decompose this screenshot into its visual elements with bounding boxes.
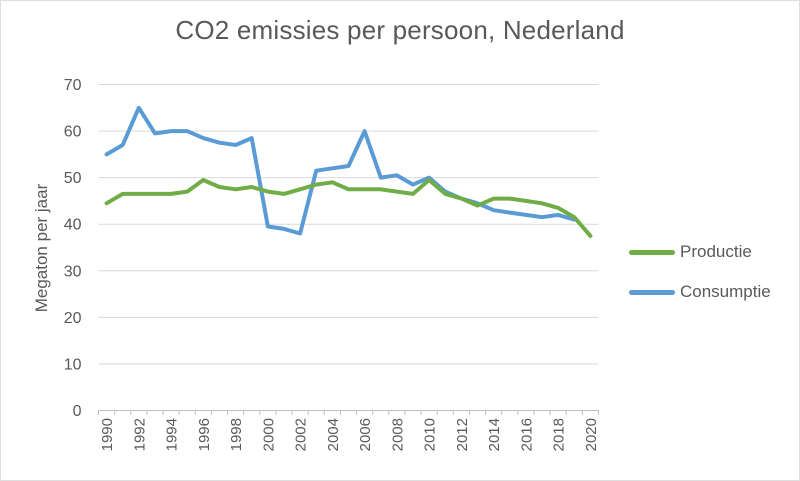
- legend: Productie Consumptie: [629, 242, 771, 322]
- y-tick-label-0: 0: [73, 403, 82, 420]
- y-tick-label-20: 20: [64, 310, 82, 327]
- x-tick-label-2006: 2006: [357, 418, 374, 451]
- x-tick-label-2002: 2002: [293, 418, 310, 451]
- x-tick-label-2004: 2004: [325, 418, 342, 451]
- x-tick-label-2010: 2010: [422, 418, 439, 451]
- legend-item-consumptie: Consumptie: [629, 282, 771, 302]
- productie-line-swatch: [629, 249, 675, 255]
- x-tick-label-2000: 2000: [260, 418, 277, 451]
- x-tick-label-2008: 2008: [389, 418, 406, 451]
- chart-title: CO2 emissies per persoon, Nederland: [175, 15, 625, 45]
- x-tick-label-1998: 1998: [228, 418, 245, 451]
- productie-line: [104, 178, 593, 238]
- consumptie-line-swatch: [629, 289, 675, 295]
- consumptie-line: [104, 105, 577, 236]
- legend-label-productie: Productie: [680, 242, 752, 261]
- y-tick-label-10: 10: [64, 356, 82, 373]
- legend-item-productie: Productie: [629, 242, 771, 262]
- y-tick-label-60: 60: [64, 124, 82, 141]
- x-tick-label-1992: 1992: [131, 418, 148, 451]
- legend-label-consumptie: Consumptie: [680, 282, 771, 301]
- x-tick-label-2020: 2020: [583, 418, 600, 451]
- x-tick-label-2016: 2016: [518, 418, 535, 451]
- x-tick-label-2018: 2018: [551, 418, 568, 451]
- y-tick-label-50: 50: [64, 170, 82, 187]
- x-tick-label-2012: 2012: [454, 418, 471, 451]
- y-tick-label-30: 30: [64, 263, 82, 280]
- x-tick-label-1994: 1994: [164, 418, 181, 451]
- x-tick-label-2014: 2014: [486, 418, 503, 451]
- y-tick-label-40: 40: [64, 217, 82, 234]
- y-tick-label-70: 70: [64, 77, 82, 94]
- x-tick-label-1990: 1990: [99, 418, 116, 451]
- x-tick-label-1996: 1996: [196, 418, 213, 451]
